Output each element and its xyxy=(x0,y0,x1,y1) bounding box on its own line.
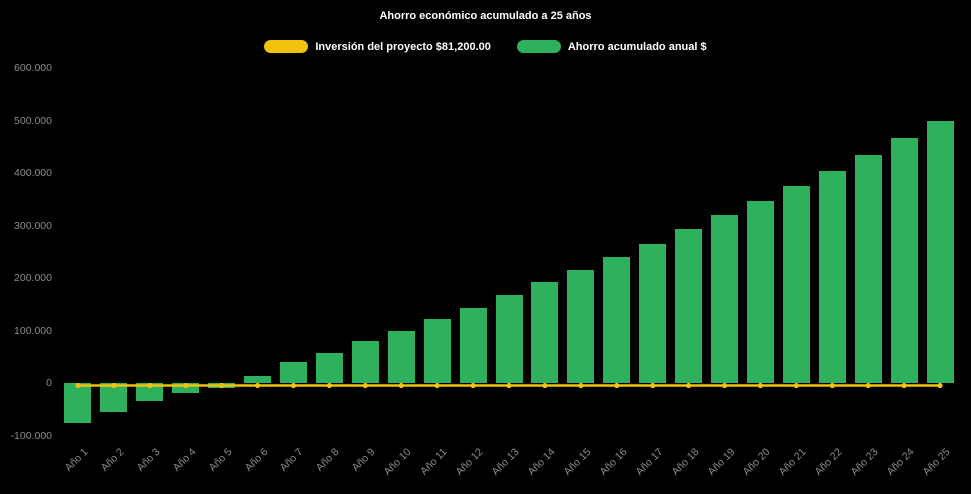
bar-año-20 xyxy=(747,201,774,383)
bar-año-25 xyxy=(927,121,954,384)
bar-año-22 xyxy=(819,171,846,384)
bar-año-3 xyxy=(136,383,163,400)
bar-año-5 xyxy=(208,383,235,387)
y-axis-tick-label: 400.000 xyxy=(0,167,52,179)
bar-año-12 xyxy=(460,308,487,383)
bar-año-19 xyxy=(711,215,738,383)
y-axis-tick-label: 600.000 xyxy=(0,62,52,74)
bar-año-7 xyxy=(280,362,307,383)
bar-año-11 xyxy=(424,319,451,383)
y-axis-tick-label: 300.000 xyxy=(0,220,52,232)
bar-año-24 xyxy=(891,138,918,384)
bar-año-16 xyxy=(603,257,630,383)
y-axis-tick-label: 100.000 xyxy=(0,325,52,337)
y-axis-tick-label: 500.000 xyxy=(0,115,52,127)
bar-año-9 xyxy=(352,341,379,383)
bar-año-4 xyxy=(172,383,199,392)
bar-año-1 xyxy=(64,383,91,422)
bar-año-18 xyxy=(675,229,702,383)
y-axis-tick-label: 0 xyxy=(0,377,52,389)
bar-año-14 xyxy=(531,282,558,383)
bar-año-23 xyxy=(855,155,882,384)
bar-año-21 xyxy=(783,186,810,383)
bar-año-10 xyxy=(388,331,415,384)
bar-año-8 xyxy=(316,353,343,383)
bar-año-2 xyxy=(100,383,127,412)
bar-año-6 xyxy=(244,376,271,384)
y-axis-tick-label: -100.000 xyxy=(0,430,52,442)
bar-año-17 xyxy=(639,244,666,383)
bar-año-13 xyxy=(496,295,523,383)
y-axis-tick-label: 200.000 xyxy=(0,272,52,284)
bar-año-15 xyxy=(567,270,594,383)
